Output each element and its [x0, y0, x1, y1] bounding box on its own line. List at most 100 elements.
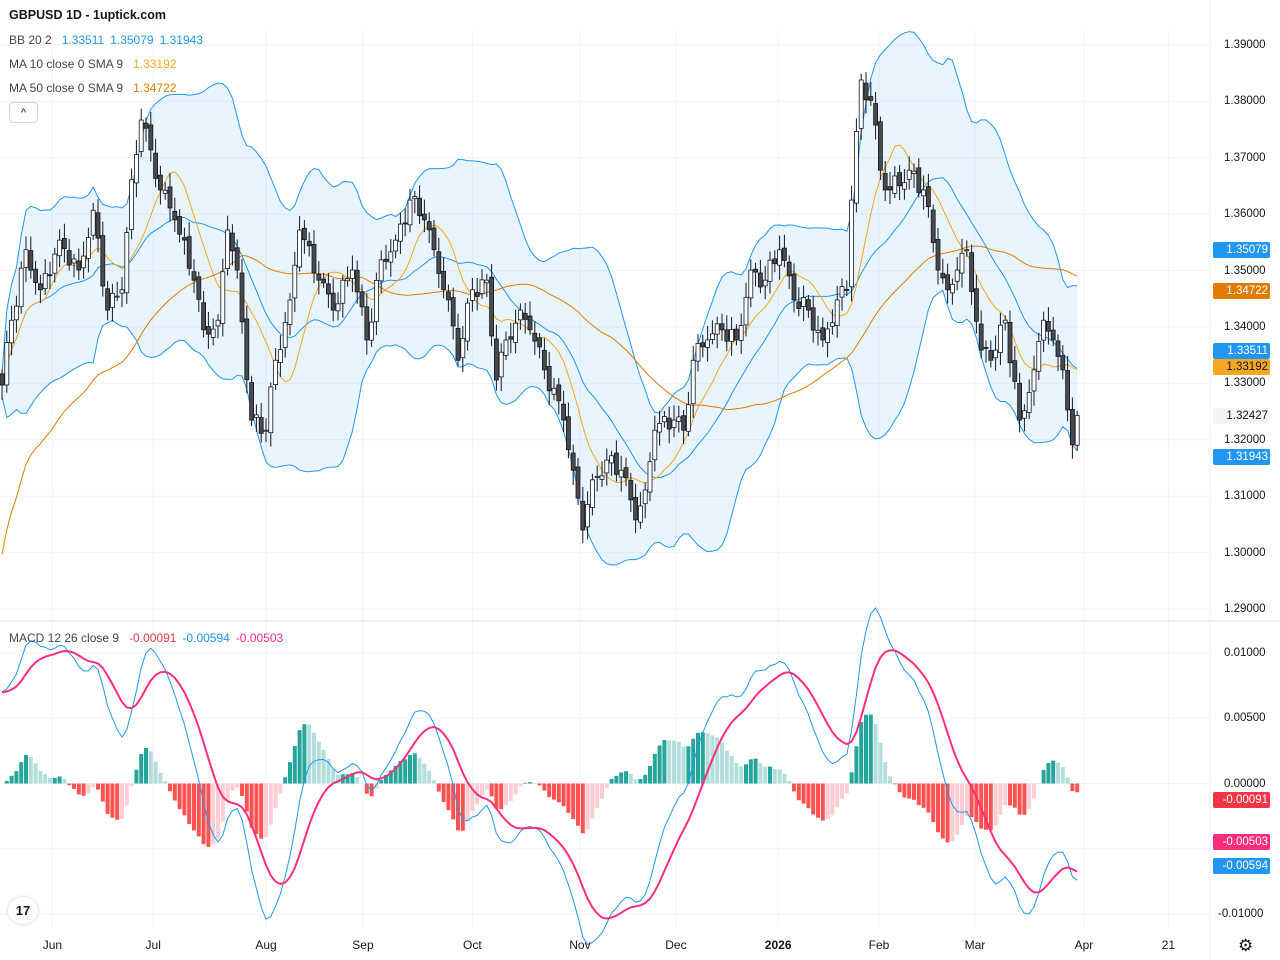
macd-histogram-bar [720, 742, 724, 784]
candle-down [561, 403, 566, 421]
candle-down [455, 328, 461, 361]
candle-down [354, 269, 360, 293]
candle-down [974, 288, 979, 322]
candle-up [335, 303, 341, 312]
macd-histogram-bar [1070, 783, 1075, 791]
candle-down [508, 336, 514, 340]
gear-icon[interactable]: ⚙ [1238, 936, 1254, 955]
macd-histogram-bar [993, 783, 998, 826]
candle-down [772, 258, 778, 265]
macd-histogram-bar [580, 783, 585, 834]
time-tick-label: Nov [569, 938, 591, 952]
candle-down [753, 268, 758, 273]
macd-label: MACD 12 26 close 9 [9, 631, 120, 645]
candle-down [205, 326, 211, 335]
candle-up [1074, 415, 1080, 446]
macd-histogram-bar [484, 783, 489, 790]
candle-up [618, 469, 624, 478]
candle-down [873, 103, 878, 126]
macd-signal-line [1, 649, 1078, 920]
collapse-legend-button[interactable]: ^ [9, 102, 38, 123]
legend-bb[interactable]: BB 20 2 1.33511 1.35079 1.31943 [9, 33, 203, 47]
price-badge: 1.35079 [1213, 242, 1270, 259]
candle-down [820, 327, 826, 341]
macd-histogram-bar [283, 777, 288, 784]
candle-up [839, 286, 845, 298]
macd-histogram-bar [220, 783, 225, 822]
tradingview-logo[interactable]: 17 [8, 897, 38, 924]
macd-histogram-bar [638, 779, 643, 784]
macd-histogram-bar [120, 783, 124, 819]
macd-histogram-bar [1046, 763, 1051, 784]
bb-label: BB 20 2 [9, 33, 52, 47]
candle-up [513, 322, 518, 343]
time-tick-label: Sep [352, 938, 374, 952]
macd-histogram-bar [643, 774, 648, 784]
price-tick-label: 1.39000 [1224, 39, 1266, 51]
macd-tick-label: 0.01000 [1224, 647, 1266, 659]
macd-histogram-bar [700, 732, 705, 784]
macd-histogram-bar [648, 765, 652, 784]
candle-down [33, 268, 38, 284]
candle-down [364, 306, 370, 341]
macd-histogram-bar [676, 741, 681, 784]
candle-up [138, 119, 144, 152]
candle-down [359, 291, 365, 308]
macd-histogram-bar [206, 783, 211, 847]
candle-up [642, 489, 648, 505]
macd-histogram-bar [614, 775, 619, 784]
macd-histogram-bar [504, 783, 508, 806]
bb-lower-line [1, 289, 1078, 566]
macd-histogram-bar [216, 783, 220, 839]
legend-macd[interactable]: MACD 12 26 close 9 -0.00091 -0.00594 -0.005… [9, 631, 283, 645]
candle-up [1031, 369, 1037, 392]
candle-up [277, 349, 283, 363]
chart-title: GBPUSD 1D - 1uptick.com [9, 8, 166, 22]
macd-histogram-bar [19, 762, 24, 784]
candle-down [191, 271, 197, 281]
candle-down [330, 292, 336, 311]
candle-down [105, 288, 110, 311]
candle-up [273, 359, 279, 386]
candle-up [282, 321, 288, 348]
candle-up [834, 299, 840, 326]
candle-down [945, 274, 950, 291]
macd-histogram-bar [825, 783, 830, 819]
candle-down [316, 273, 322, 281]
macd-histogram-bar [1003, 783, 1008, 806]
macd-histogram-bar [566, 783, 571, 813]
macd-histogram-bar [724, 750, 729, 784]
macd-signal-value: -0.00503 [235, 631, 284, 645]
candle-down [157, 174, 163, 191]
candle-up [738, 325, 744, 341]
candle-down [244, 318, 250, 381]
macd-histogram-bar [379, 780, 384, 784]
legend-ma50[interactable]: MA 50 close 0 SMA 9 1.34722 [9, 81, 176, 95]
macd-histogram-bar [998, 783, 1003, 815]
macd-badge: -0.00091 [1213, 792, 1270, 809]
candle-down [311, 243, 317, 274]
macd-histogram-bar [936, 783, 940, 833]
macd-histogram-bar [393, 765, 398, 784]
candle-down [38, 283, 43, 291]
candle-down [450, 297, 456, 327]
candle-up [906, 169, 912, 180]
macd-histogram-bar [1027, 783, 1032, 809]
candle-down [177, 216, 183, 235]
candle-down [1017, 382, 1022, 421]
candle-up [1026, 392, 1032, 413]
macd-histogram-bar [758, 763, 763, 784]
candle-down [1046, 321, 1051, 332]
candle-down [402, 222, 408, 225]
macd-histogram-bar [288, 762, 292, 784]
candle-up [215, 319, 221, 327]
macd-histogram-bar [585, 783, 590, 830]
legend-ma10[interactable]: MA 10 close 0 SMA 9 1.33192 [9, 57, 176, 71]
macd-histogram-bar [52, 777, 57, 784]
macd-histogram-bar [816, 783, 820, 818]
candle-down [1050, 329, 1056, 341]
candle-down [436, 251, 442, 274]
candle-down [493, 338, 499, 381]
candle-up [57, 239, 62, 257]
